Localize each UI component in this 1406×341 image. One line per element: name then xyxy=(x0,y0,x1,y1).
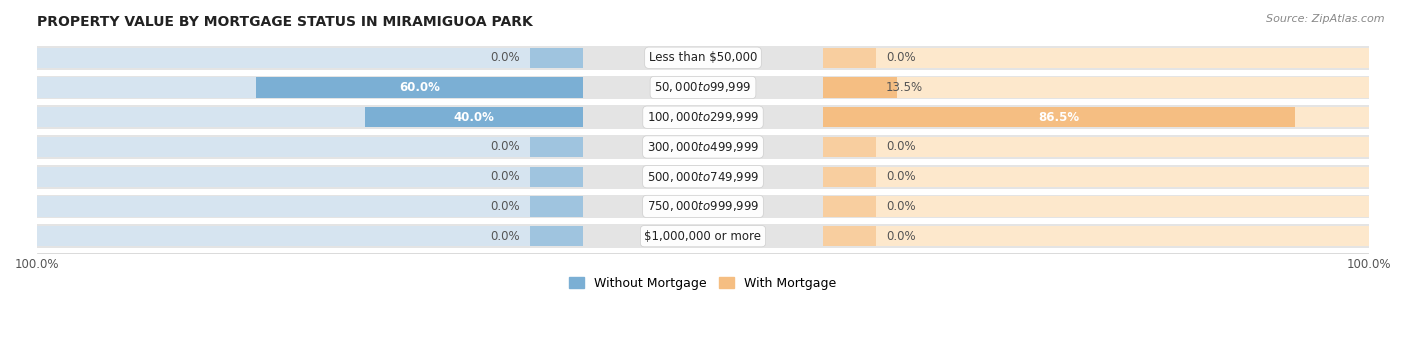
Bar xyxy=(823,226,876,246)
Bar xyxy=(530,137,583,157)
Bar xyxy=(37,48,583,68)
Bar xyxy=(256,77,583,98)
Text: 40.0%: 40.0% xyxy=(454,111,495,124)
Text: 0.0%: 0.0% xyxy=(491,140,520,153)
Bar xyxy=(37,196,583,217)
Bar xyxy=(530,48,583,68)
Bar xyxy=(823,137,1369,157)
Text: Source: ZipAtlas.com: Source: ZipAtlas.com xyxy=(1267,14,1385,24)
Bar xyxy=(37,77,583,98)
Bar xyxy=(37,167,583,187)
Text: 60.0%: 60.0% xyxy=(399,81,440,94)
Text: 0.0%: 0.0% xyxy=(886,140,915,153)
Bar xyxy=(530,196,583,217)
Text: 0.0%: 0.0% xyxy=(491,170,520,183)
Text: 0.0%: 0.0% xyxy=(886,51,915,64)
Bar xyxy=(823,48,1369,68)
Bar xyxy=(37,195,1369,218)
Text: 13.5%: 13.5% xyxy=(886,81,924,94)
Text: 0.0%: 0.0% xyxy=(491,51,520,64)
Text: 0.0%: 0.0% xyxy=(491,230,520,243)
Bar xyxy=(37,226,583,246)
Text: $300,000 to $499,999: $300,000 to $499,999 xyxy=(647,140,759,154)
Bar xyxy=(823,107,1295,127)
Text: $750,000 to $999,999: $750,000 to $999,999 xyxy=(647,199,759,213)
Bar xyxy=(823,196,1369,217)
Bar xyxy=(823,226,1369,246)
Text: $100,000 to $299,999: $100,000 to $299,999 xyxy=(647,110,759,124)
Bar xyxy=(823,196,876,217)
Bar xyxy=(37,137,583,157)
Bar xyxy=(37,224,1369,248)
Bar xyxy=(37,107,583,127)
Text: $50,000 to $99,999: $50,000 to $99,999 xyxy=(654,80,752,94)
Bar xyxy=(530,226,583,246)
Text: PROPERTY VALUE BY MORTGAGE STATUS IN MIRAMIGUOA PARK: PROPERTY VALUE BY MORTGAGE STATUS IN MIR… xyxy=(37,15,533,29)
Text: 0.0%: 0.0% xyxy=(886,170,915,183)
Bar xyxy=(823,137,876,157)
Bar xyxy=(37,46,1369,70)
Bar xyxy=(823,77,897,98)
Bar xyxy=(37,76,1369,99)
Text: 0.0%: 0.0% xyxy=(491,200,520,213)
Text: $500,000 to $749,999: $500,000 to $749,999 xyxy=(647,170,759,184)
Text: 86.5%: 86.5% xyxy=(1039,111,1080,124)
Bar xyxy=(37,165,1369,189)
Text: $1,000,000 or more: $1,000,000 or more xyxy=(644,230,762,243)
Legend: Without Mortgage, With Mortgage: Without Mortgage, With Mortgage xyxy=(564,272,842,295)
Text: Less than $50,000: Less than $50,000 xyxy=(648,51,758,64)
Bar xyxy=(37,105,1369,129)
Bar xyxy=(823,167,876,187)
Bar xyxy=(37,135,1369,159)
Bar xyxy=(823,167,1369,187)
Text: 0.0%: 0.0% xyxy=(886,230,915,243)
Bar xyxy=(823,48,876,68)
Bar xyxy=(823,77,1369,98)
Bar xyxy=(364,107,583,127)
Text: 0.0%: 0.0% xyxy=(886,200,915,213)
Bar xyxy=(823,107,1369,127)
Bar xyxy=(530,167,583,187)
